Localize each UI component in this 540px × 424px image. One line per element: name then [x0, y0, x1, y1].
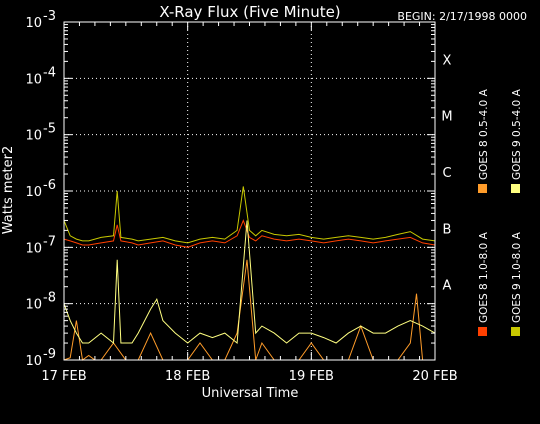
tick-labels: 10-910-810-710-610-510-410 -317 FEB 18 FEB… [25, 9, 457, 384]
y-tick-exponent: -9 [43, 347, 56, 362]
legend-swatch [511, 184, 520, 193]
x-tick-label: 20 FEB [412, 369, 457, 384]
grid-lines [64, 22, 435, 360]
y-tick-exponent: -7 [43, 234, 56, 249]
y-tick-label: 10 [25, 16, 42, 31]
legend-label: GOES 8 1.0-8.0 A [478, 231, 490, 323]
legend-swatch [511, 327, 520, 336]
series-line-3 [63, 220, 436, 345]
legend-label: GOES 8 0.5-4.0 A [478, 88, 490, 180]
legend-label: GOES 9 1.0-8.0 A [511, 231, 523, 323]
axes [63, 21, 436, 361]
y-tick-exponent: -6 [43, 178, 56, 193]
y-axis-label: Watts meter2 [1, 146, 16, 234]
series-line-4 [63, 186, 436, 244]
legend-swatch [478, 327, 487, 336]
flare-class-label: B [443, 222, 452, 237]
y-tick-label: 10 [25, 129, 42, 144]
x-tick-label: 17 FEB [41, 369, 86, 384]
flare-class-label: X [443, 53, 452, 68]
series-line-1 [63, 219, 436, 248]
x-tick-label: 19 FEB [289, 369, 334, 384]
y-tick-label: 10 [25, 185, 42, 200]
y-tick-exponent: -5 [43, 122, 56, 137]
y-tick-label: 10 [25, 72, 42, 87]
chart-title: X-Ray Flux (Five Minute) [159, 3, 340, 21]
flare-class-label: M [441, 110, 452, 125]
x-axis-label: Universal Time [202, 386, 299, 401]
flare-class-label: A [443, 279, 452, 294]
legend-label: GOES 9 0.5-4.0 A [511, 88, 523, 180]
series-lines [63, 186, 436, 361]
y-tick-exponent: -4 [43, 65, 56, 80]
legend: GOES 8 0.5-4.0 A GOES 8 1.0-8.0 A GOES 9 0… [478, 88, 523, 336]
y-tick-label: 10 [25, 354, 42, 369]
x-tick-label: 18 FEB [165, 369, 210, 384]
legend-swatch [478, 184, 487, 193]
flare-class-label: C [442, 166, 451, 181]
begin-date-label: BEGIN: 2/17/1998 0000 [397, 10, 527, 23]
y-tick-label: 10 [25, 241, 42, 256]
y-tick-exponent: -3 [43, 9, 56, 24]
y-tick-exponent: -8 [43, 291, 56, 306]
y-tick-label: 10 [25, 298, 42, 313]
